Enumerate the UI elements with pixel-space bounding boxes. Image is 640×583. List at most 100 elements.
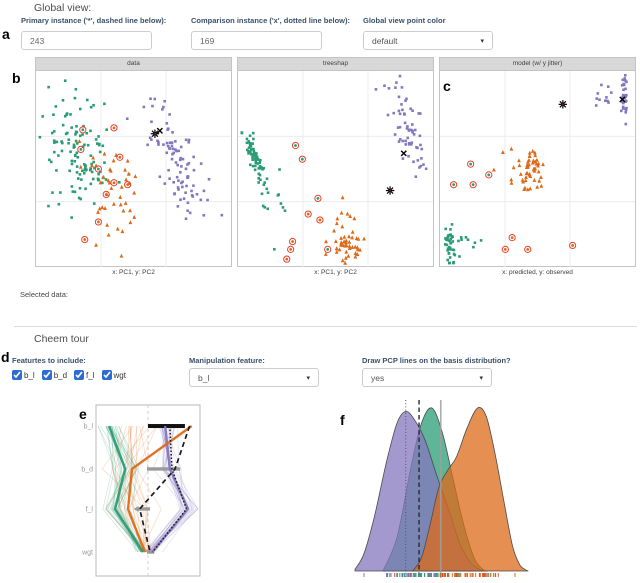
purple-strip	[619, 73, 628, 126]
orange-scatter	[491, 146, 533, 191]
gridlines	[238, 71, 433, 267]
orange-blob	[517, 148, 545, 192]
chevron-down-icon: ▾	[479, 374, 483, 382]
purple-cluster	[125, 97, 224, 221]
comparison-instance-label: Comparison instance ('x', dotted line be…	[191, 16, 350, 25]
point-color-select[interactable]: default ▾	[363, 31, 493, 50]
facet-strip-model: model (w/ y jitter)	[440, 58, 635, 71]
chevron-down-icon: ▾	[480, 37, 484, 45]
axis-caption-model: x: predicted, y: observed	[502, 269, 573, 276]
manipulation-feature-value: b_l	[198, 372, 210, 383]
checkbox-b_l[interactable]	[12, 370, 22, 380]
chevron-down-icon: ▾	[306, 374, 310, 382]
green-cluster-2	[259, 168, 287, 251]
svg-text:b_d: b_d	[81, 466, 93, 473]
checkbox-label-b_d: b_d	[53, 370, 68, 380]
checkbox-label-wgt: wgt	[113, 370, 126, 380]
purple-outliers	[374, 74, 404, 91]
panel-label-c: c	[443, 78, 451, 94]
primary-instance-input[interactable]	[21, 31, 152, 50]
green-cluster	[240, 131, 270, 194]
scatter-svg-data	[36, 71, 231, 267]
feature-checkbox-wgt[interactable]: wgt	[101, 370, 126, 380]
primary-instance-pcp-line	[138, 425, 191, 553]
misclassified-circled-points	[77, 124, 132, 244]
features-checkbox-group: b_l b_d f_l wgt	[12, 370, 126, 380]
comparison-instance-marker	[619, 96, 626, 103]
misclassified-circled-points	[450, 160, 577, 253]
panel-label-e: e	[79, 406, 87, 422]
green-strip	[443, 223, 457, 265]
scatter-panel-data: data	[35, 57, 232, 267]
scatter-svg-treeshap	[238, 71, 433, 267]
cheem-tour-title: Cheem tour	[34, 333, 89, 345]
basis-distribution-plot[interactable]	[350, 396, 535, 583]
point-color-select-value: default	[372, 35, 398, 46]
global-view-title: Global view:	[34, 2, 92, 14]
feature-checkbox-b_l[interactable]: b_l	[12, 370, 35, 380]
orange-cluster	[323, 228, 366, 265]
svg-text:b_l: b_l	[84, 424, 94, 431]
panel-label-b: b	[12, 70, 21, 86]
pcp-lines-select[interactable]: yes ▾	[362, 368, 492, 387]
primary-instance-marker	[558, 100, 568, 109]
panel-label-f: f	[340, 412, 345, 428]
density-curve-orange	[412, 407, 529, 572]
gridlines	[440, 71, 635, 267]
misclassified-circled-points	[283, 141, 332, 263]
scatter-svg-model	[440, 71, 635, 267]
scatter-panel-model: model (w/ y jitter)	[439, 57, 636, 267]
orange-cluster	[77, 139, 138, 258]
scatter-panel-treeshap: treeshap	[237, 57, 434, 267]
svg-text:wgt: wgt	[81, 550, 93, 557]
comparison-instance-pcp-line	[152, 425, 188, 553]
feature-checkbox-b_d[interactable]: b_d	[41, 370, 68, 380]
pcp-thick-line-orange	[126, 425, 193, 553]
section-divider	[14, 326, 637, 327]
comparison-instance-marker	[400, 150, 407, 157]
checkbox-wgt[interactable]	[101, 370, 112, 380]
checkbox-label-f_l: f_l	[86, 370, 95, 380]
comparison-instance-marker	[156, 127, 163, 134]
checkbox-b_d[interactable]	[41, 370, 52, 380]
green-cluster-2	[78, 143, 131, 190]
panel-label-d: d	[1, 349, 10, 365]
manipulation-feature-label: Manipulation feature:	[189, 356, 265, 365]
pcp-thick-line-green	[107, 425, 145, 553]
basis-bars	[133, 424, 185, 554]
scatterplot-treeshap[interactable]	[238, 71, 433, 267]
checkbox-label-b_l: b_l	[24, 370, 35, 380]
comparison-instance-input[interactable]	[191, 31, 322, 50]
panel-label-a: a	[2, 26, 10, 42]
axis-caption-data: x: PC1, y: PC2	[112, 269, 155, 276]
rug-ticks	[363, 573, 516, 577]
facet-strip-data: data	[36, 58, 231, 71]
facet-strip-treeshap: treeshap	[238, 58, 433, 71]
scatterplot-data[interactable]	[36, 71, 231, 267]
pcp-lines-label: Draw PCP lines on the basis distribution…	[362, 356, 511, 365]
green-scatter	[457, 236, 483, 258]
gridlines	[36, 71, 231, 267]
purple-scatter	[594, 83, 613, 107]
feature-checkbox-f_l[interactable]: f_l	[74, 370, 95, 380]
svg-text:f_l: f_l	[86, 506, 94, 513]
purple-cluster	[386, 87, 428, 179]
orange-scatter	[334, 195, 357, 240]
primary-instance-marker	[385, 186, 395, 195]
features-label: Featurtes to include:	[12, 356, 86, 365]
axis-caption-treeshap: x: PC1, y: PC2	[314, 269, 357, 276]
scatterplot-model[interactable]	[440, 71, 635, 267]
primary-instance-marker	[150, 129, 160, 138]
selected-data-label: Selected data:	[20, 290, 68, 299]
manipulation-feature-select[interactable]: b_l ▾	[189, 368, 319, 387]
density-svg	[354, 400, 529, 578]
pcp-lines-value: yes	[371, 372, 385, 383]
checkbox-f_l[interactable]	[74, 370, 85, 380]
point-color-label: Global view point color	[363, 16, 446, 25]
green-cluster	[38, 79, 108, 219]
primary-instance-label: Primary instance ('*', dashed line below…	[21, 16, 167, 25]
